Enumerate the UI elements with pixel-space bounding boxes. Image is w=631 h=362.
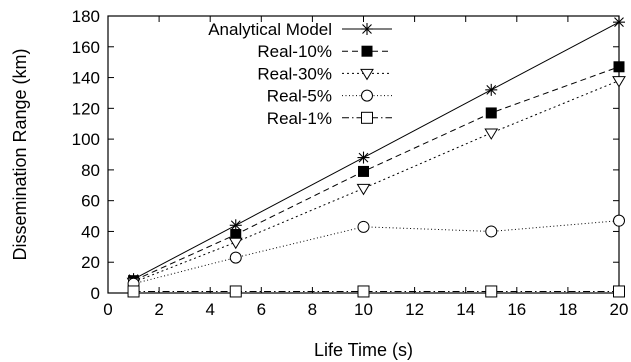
legend-marker xyxy=(361,89,373,102)
series-2 xyxy=(126,76,626,290)
y-tick-label: 120 xyxy=(72,99,100,118)
series-line xyxy=(133,220,620,285)
legend-marker xyxy=(361,23,373,35)
x-tick-label: 18 xyxy=(558,300,577,319)
data-point xyxy=(613,285,625,298)
y-tick-label: 80 xyxy=(81,161,100,180)
series-line xyxy=(133,66,620,282)
data-point xyxy=(358,165,369,177)
data-point xyxy=(485,83,498,96)
series-4 xyxy=(127,285,625,298)
legend-marker xyxy=(361,111,373,124)
x-tick-label: 8 xyxy=(308,300,317,319)
legend-label: Real-5% xyxy=(267,87,332,106)
x-tick-label: 2 xyxy=(154,300,163,319)
series-line xyxy=(133,21,620,280)
y-tick-label: 0 xyxy=(91,284,100,303)
y-tick-label: 100 xyxy=(72,130,100,149)
x-tick-label: 10 xyxy=(354,300,373,319)
legend: Analytical Model Real-10% Real-30% Real-5% R… xyxy=(208,20,392,128)
data-point xyxy=(484,128,499,140)
legend-marker xyxy=(360,68,374,81)
data-point xyxy=(356,183,371,196)
data-point xyxy=(229,285,242,298)
data-point xyxy=(230,229,242,241)
legend-label: Real-10% xyxy=(257,42,332,61)
y-tick-label: 140 xyxy=(72,69,100,88)
legend-label: Real-30% xyxy=(257,64,332,83)
data-point xyxy=(228,237,243,250)
data-point xyxy=(127,285,140,298)
y-tick-label: 180 xyxy=(72,7,100,26)
x-tick-label: 0 xyxy=(103,300,112,319)
y-axis-title: Dissemination Range (km) xyxy=(10,48,30,260)
data-point xyxy=(612,76,626,88)
y-tick-label: 160 xyxy=(72,38,100,57)
legend-label: Analytical Model xyxy=(208,20,332,39)
y-tick-label: 40 xyxy=(81,222,100,241)
x-axis-ticks: 0 2 4 6 8 10 12 14 16 18 20 xyxy=(103,16,628,319)
data-point xyxy=(485,225,498,238)
x-tick-label: 12 xyxy=(405,300,424,319)
y-axis-ticks: 0 20 40 60 80 100 120 140 160 180 xyxy=(72,7,619,303)
legend-marker xyxy=(361,45,373,57)
x-axis-title: Life Time (s) xyxy=(314,340,413,360)
data-point xyxy=(357,151,370,164)
series-group xyxy=(126,16,626,298)
x-tick-label: 4 xyxy=(205,300,214,319)
y-tick-label: 60 xyxy=(81,192,100,211)
data-point xyxy=(357,285,370,298)
series-0 xyxy=(127,16,625,286)
data-point xyxy=(613,214,625,227)
data-point xyxy=(613,16,625,29)
data-point xyxy=(357,220,370,233)
data-point xyxy=(229,219,242,232)
legend-label: Real-1% xyxy=(267,109,332,128)
series-line xyxy=(133,80,620,283)
data-point xyxy=(485,107,497,119)
series-3 xyxy=(127,214,625,290)
x-tick-label: 6 xyxy=(257,300,266,319)
series-1 xyxy=(128,61,625,287)
x-tick-label: 20 xyxy=(610,300,629,319)
x-tick-label: 14 xyxy=(456,300,475,319)
y-tick-label: 20 xyxy=(81,253,100,272)
data-point xyxy=(229,251,242,264)
x-tick-label: 16 xyxy=(507,300,526,319)
data-point xyxy=(613,61,625,73)
data-point xyxy=(485,285,498,298)
